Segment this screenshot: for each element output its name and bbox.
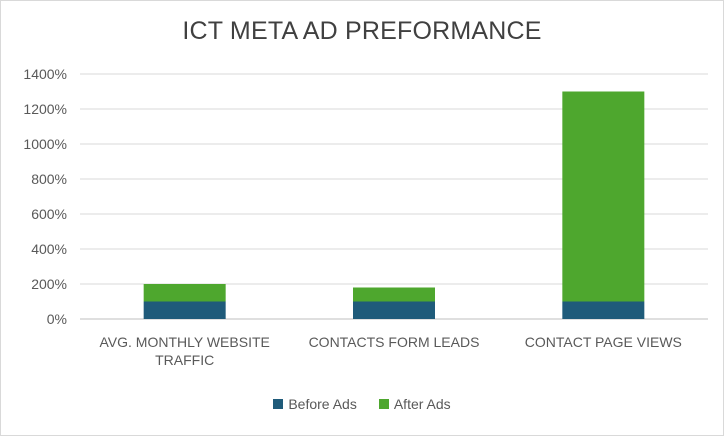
legend-swatch-after-ads — [378, 399, 389, 409]
x-category-label: CONTACT PAGE VIEWS — [525, 334, 682, 350]
y-tick-label: 800% — [31, 171, 67, 187]
x-category-label: AVG. MONTHLY WEBSITE — [99, 334, 269, 350]
bar-before-ads — [353, 301, 435, 319]
legend-item-after-ads: After Ads — [378, 396, 451, 412]
bar-before-ads — [143, 301, 226, 319]
y-tick-label: 1000% — [23, 136, 67, 152]
y-tick-label: 400% — [31, 241, 67, 257]
bar-after-ads — [353, 287, 435, 302]
bar-after-ads — [143, 284, 226, 302]
y-tick-label: 600% — [31, 206, 67, 222]
legend-label-before-ads: Before Ads — [288, 396, 357, 412]
y-tick-label: 1200% — [23, 101, 67, 117]
legend-item-before-ads: Before Ads — [273, 396, 357, 412]
y-tick-label: 200% — [31, 276, 67, 292]
chart-title: ICT META AD PREFORMANCE — [182, 17, 542, 45]
y-tick-label: 1400% — [23, 66, 67, 82]
bar-after-ads — [562, 91, 645, 302]
legend-swatch-before-ads — [273, 399, 284, 409]
bar-before-ads — [562, 301, 645, 319]
y-tick-label: 0% — [47, 311, 67, 327]
x-category-label: TRAFFIC — [155, 352, 214, 368]
legend-label-after-ads: After Ads — [393, 396, 451, 412]
chart-legend: Before Ads After Ads — [0, 396, 724, 412]
x-category-label: CONTACTS FORM LEADS — [309, 334, 480, 350]
